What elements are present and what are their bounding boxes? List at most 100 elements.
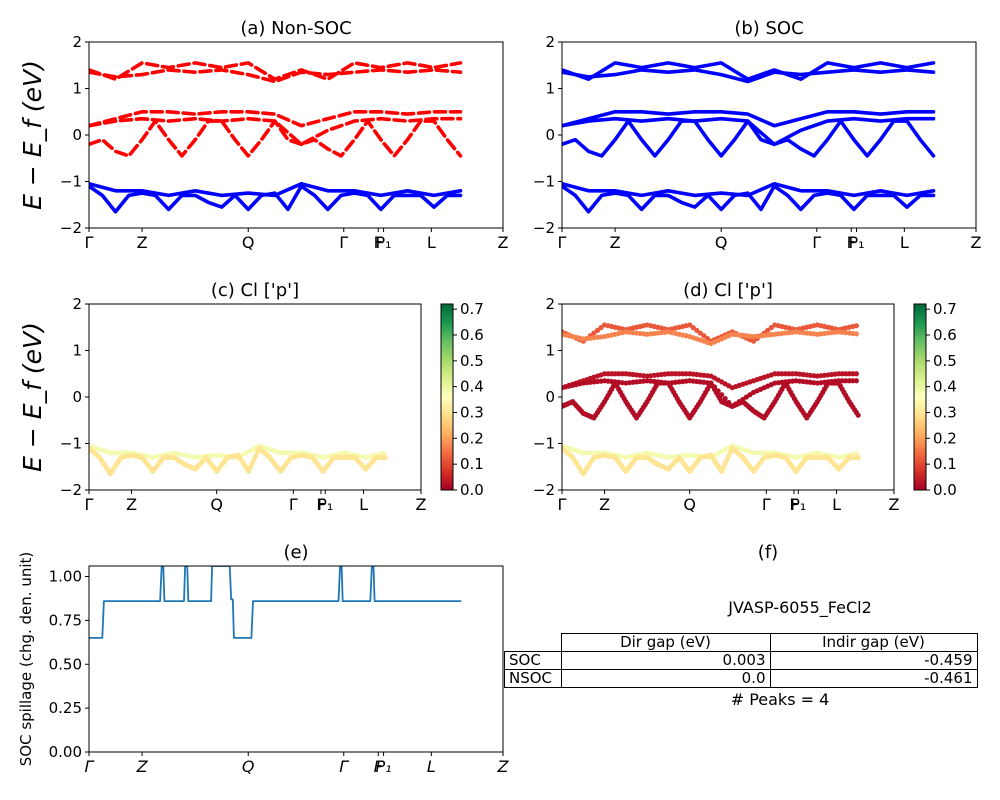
y-tick-label: 2: [72, 295, 82, 313]
y-tick-label: −2: [533, 219, 555, 237]
series-line-4: [89, 68, 463, 84]
y-tick-label: 2: [545, 33, 555, 51]
colorbar-tick-label: 0.7: [933, 300, 957, 318]
series-line-1: [562, 110, 936, 128]
gap-table: Dir gap (eV) Indir gap (eV) SOC 0.003 -0…: [504, 633, 978, 688]
cell-soc-indir-gap: -0.459: [769, 651, 978, 670]
table-row: Dir gap (eV) Indir gap (eV): [505, 633, 978, 652]
x-tick-label: Z: [126, 495, 137, 514]
y-tick-label: 1: [72, 80, 82, 98]
series-line-4: [562, 68, 936, 84]
colorbar-tick-label: 0.7: [460, 300, 484, 318]
band-point: [722, 461, 728, 467]
series-line-3: [562, 61, 936, 81]
band-point: [724, 457, 730, 463]
x-tick-label: L: [832, 495, 841, 514]
peaks-count: # Peaks = 4: [730, 690, 830, 709]
x-tick-label: Z: [497, 757, 510, 776]
x-tick-label: L: [359, 495, 368, 514]
y-tick-label: −1: [533, 435, 555, 453]
series-line-6: [89, 184, 463, 214]
x-tick-label: Γ: [339, 757, 349, 776]
band-point: [594, 327, 601, 333]
x-tick-label: Q: [715, 233, 728, 252]
band-point: [722, 395, 728, 402]
x-tick-label: Z: [136, 757, 149, 776]
colorbar-tick-label: 0.5: [933, 352, 957, 370]
series-line-3: [89, 61, 463, 81]
colorbar-tick-label: 0.6: [933, 326, 957, 344]
band-point: [708, 380, 714, 386]
band-point: [246, 468, 252, 474]
band-point: [719, 468, 725, 474]
row-label-soc: SOC: [504, 651, 562, 670]
x-tick-label: F: [374, 233, 383, 252]
x-tick-label: Q: [683, 495, 696, 514]
series-line-6: [562, 184, 936, 214]
series-line-0: [89, 119, 463, 158]
band-point: [247, 464, 253, 471]
colorbar-tick-label: 0.6: [460, 326, 484, 344]
table-header-indir-gap: Indir gap (eV): [769, 633, 978, 652]
band-point: [690, 325, 696, 331]
band-point: [694, 327, 700, 333]
y-tick-label: −2: [60, 219, 82, 237]
colorbar-tick-label: 0.0: [460, 481, 484, 499]
panel-title: (d) Cl ['p']: [683, 280, 773, 301]
y-tick-label: −1: [60, 435, 82, 453]
band-point: [853, 331, 860, 337]
colorbar-tick-label: 0.4: [933, 378, 957, 396]
x-tick-label: Γ: [289, 495, 298, 514]
panel-title: (e): [283, 542, 308, 563]
band-point: [855, 454, 861, 461]
y-tick-label: 0.00: [49, 743, 82, 761]
x-tick-label: P₁: [849, 233, 865, 252]
y-tick-label: 1: [545, 80, 555, 98]
table-header-dir-gap: Dir gap (eV): [560, 633, 771, 652]
x-tick-label: Z: [498, 233, 509, 252]
y-tick-label: −2: [60, 481, 82, 499]
band-point: [704, 335, 711, 342]
band-point: [251, 457, 257, 463]
series-group: [562, 322, 861, 477]
band-point: [697, 330, 703, 336]
series-line-2: [562, 116, 936, 147]
x-tick-label: P₁: [376, 757, 392, 776]
colorbar-tick-label: 0.2: [933, 429, 957, 447]
x-tick-label: Z: [416, 495, 427, 514]
cell-nsoc-dir-gap: 0.0: [560, 669, 771, 688]
cell-soc-dir-gap: 0.003: [560, 651, 771, 670]
series-line-1: [89, 110, 463, 128]
series-line-0: [562, 119, 936, 158]
band-point: [726, 399, 732, 406]
band-point: [591, 330, 597, 336]
series-group: [89, 443, 388, 477]
series-group: [89, 61, 463, 214]
y-tick-label: 1: [545, 342, 555, 360]
y-tick-label: 2: [545, 295, 555, 313]
band-point: [768, 325, 774, 331]
colorbar-tick-label: 0.1: [460, 455, 484, 473]
band-point: [855, 412, 861, 418]
band-point: [765, 327, 771, 333]
axes-frame: [88, 565, 504, 753]
y-axis-label: SOC spillage (chg. den. unit): [17, 552, 35, 767]
x-tick-label: Γ: [85, 495, 94, 514]
panel-title: (b) SOC: [734, 18, 803, 39]
panel-e: (e) 0.00 0.25 0.50 0.75 1.00 Γ Z Q Γ FP₁ L Z SOC spil…: [17, 542, 510, 776]
panel-title: (c) Cl ['p']: [211, 280, 299, 301]
y-axis-label: E − E_f (eV): [18, 60, 47, 210]
cell-nsoc-indir-gap: -0.461: [769, 669, 978, 688]
band-point: [711, 384, 718, 390]
table-row: SOC 0.003 -0.459: [504, 651, 978, 670]
band-point: [853, 371, 860, 377]
band-point: [853, 450, 860, 457]
panel-a: (a) Non-SOC −2 −1 0 1 2 Γ Z Q Γ FP₁ L Z E − E_f (eV): [18, 18, 509, 252]
panel-f-title: (f): [758, 542, 778, 563]
panel-b: (b) SOC −2 −1 0 1 2 Γ Z Q Γ FP₁ L Z: [533, 18, 982, 252]
y-tick-label: 0: [72, 388, 82, 406]
band-point: [750, 338, 757, 344]
